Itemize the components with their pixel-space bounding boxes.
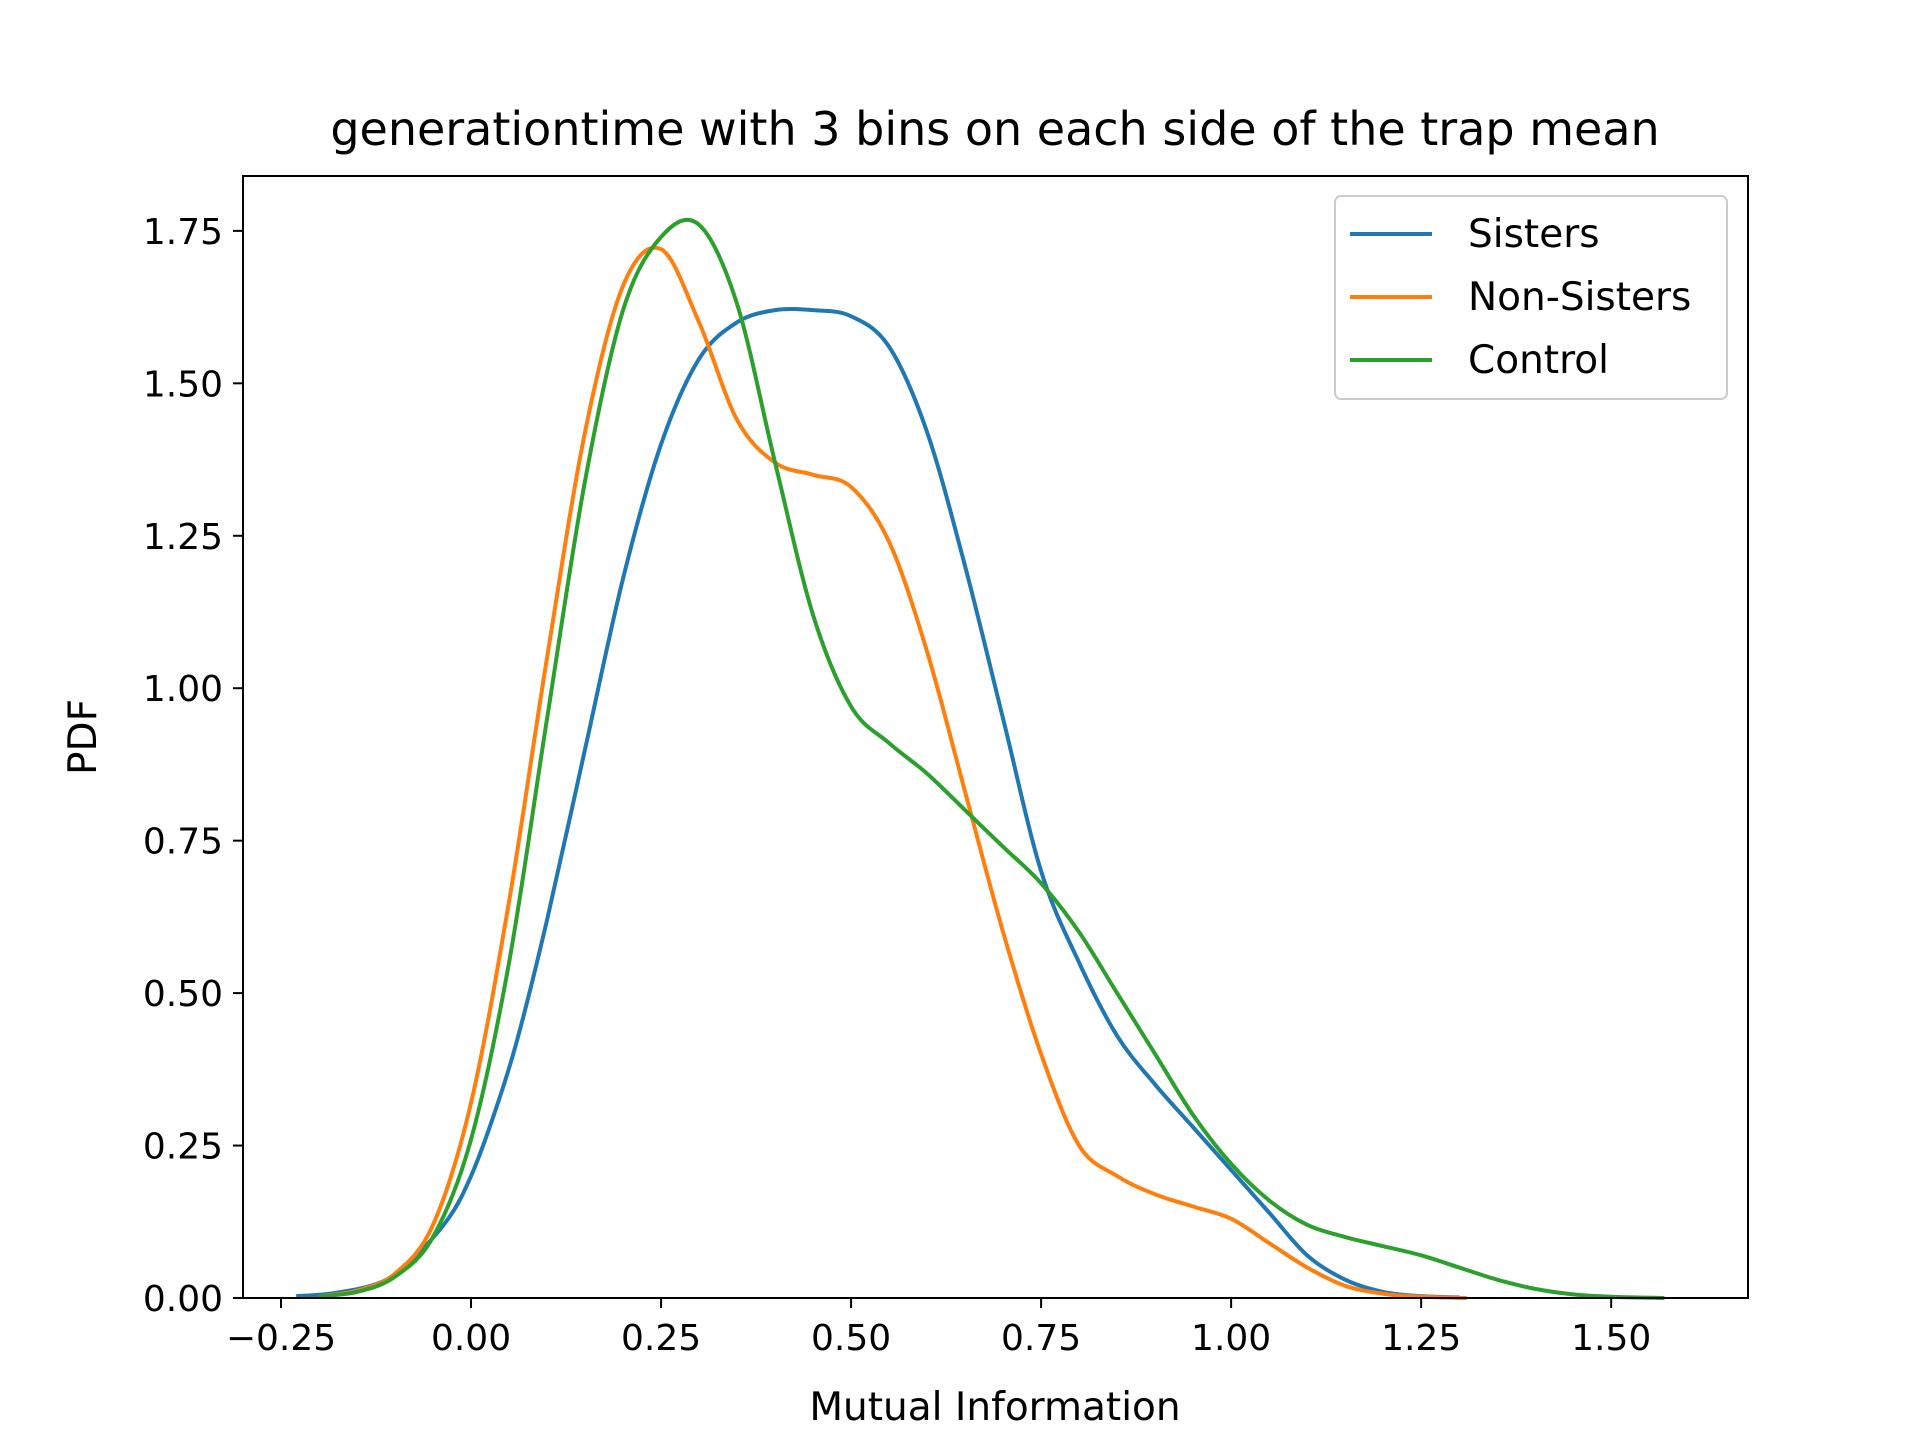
y-tick-label: 0.25 <box>143 1127 223 1168</box>
legend-label: Non-Sisters <box>1468 275 1691 320</box>
x-tick-label: 1.00 <box>1191 1318 1271 1359</box>
x-tick-label: 1.25 <box>1381 1318 1461 1359</box>
y-tick-label: 1.50 <box>143 364 223 405</box>
series-line-control <box>318 217 1665 1300</box>
y-tick-label: 0.00 <box>143 1279 223 1320</box>
plot-area <box>296 217 1665 1300</box>
y-tick-label: 1.00 <box>143 669 223 710</box>
x-tick-label: 1.50 <box>1571 1318 1651 1359</box>
series-line-non-sisters <box>318 245 1467 1300</box>
plot-frame <box>242 175 1749 1299</box>
y-tick-label: 0.50 <box>143 974 223 1015</box>
series-layer <box>296 217 1665 1300</box>
x-tick-label: 0.50 <box>811 1318 891 1359</box>
x-axis-label: Mutual Information <box>809 1385 1180 1430</box>
y-axis: 0.00 0.25 0.50 0.75 1.00 1.25 1.50 1.75 <box>143 212 243 1320</box>
legend-label: Control <box>1468 338 1609 383</box>
x-axis: −0.25 0.00 0.25 0.50 0.75 1.00 1.25 1.50 <box>226 1298 1651 1359</box>
x-tick-label: 0.00 <box>431 1318 511 1359</box>
y-tick-label: 1.75 <box>143 212 223 253</box>
y-axis-label: PDF <box>61 699 106 775</box>
legend: Sisters Non-Sisters Control <box>1334 195 1728 400</box>
y-tick-label: 0.75 <box>143 822 223 863</box>
y-tick-label: 1.25 <box>143 517 223 558</box>
legend-box <box>1334 195 1728 400</box>
legend-label: Sisters <box>1468 212 1600 257</box>
chart-title: generationtime with 3 bins on each side … <box>330 102 1659 156</box>
legend-entries: Sisters Non-Sisters Control <box>1350 212 1691 383</box>
x-tick-label: 0.75 <box>1001 1318 1081 1359</box>
x-tick-label: 0.25 <box>621 1318 701 1359</box>
series-line-sisters <box>296 306 1460 1300</box>
x-tick-label: −0.25 <box>226 1318 336 1359</box>
